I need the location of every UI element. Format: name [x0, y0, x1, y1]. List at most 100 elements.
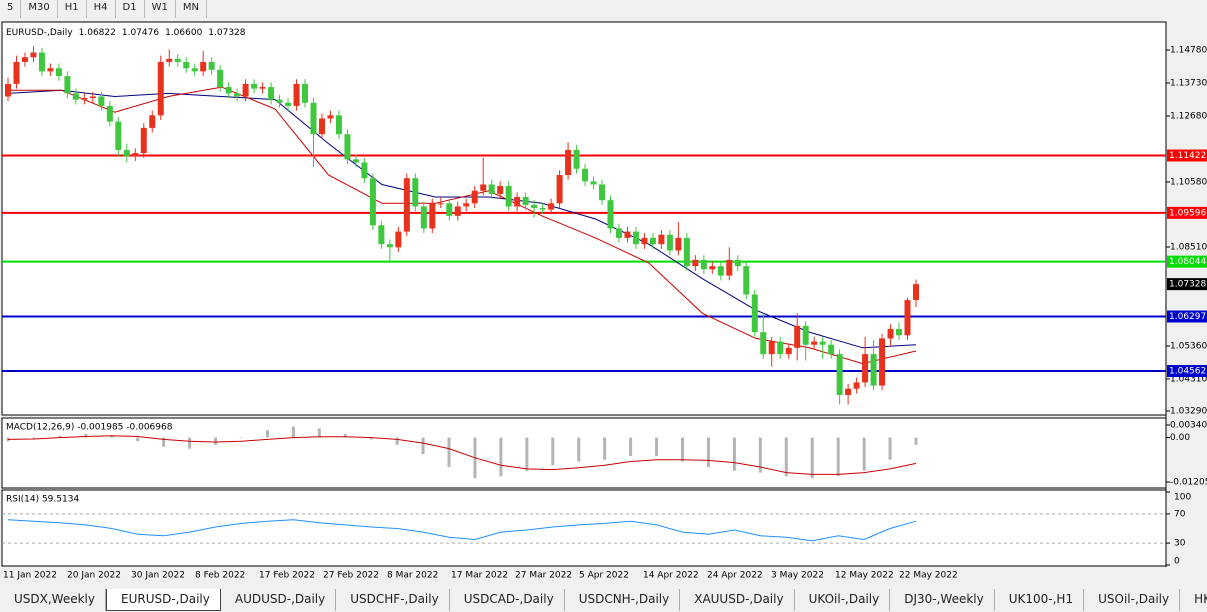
macd-bar — [551, 437, 555, 466]
macd-bar — [732, 437, 736, 471]
macd-bar — [421, 437, 425, 455]
level-price-box — [1167, 365, 1207, 378]
candle-body — [666, 234, 673, 251]
chart-tab[interactable]: AUDUSD-,Daily — [221, 589, 337, 611]
quote-value: 1.07476 — [122, 28, 159, 38]
candle-body — [904, 300, 911, 336]
level-price-box — [1167, 255, 1207, 268]
timeframe-button[interactable]: M30 — [21, 0, 58, 18]
chart-tab[interactable]: HK50-,I — [1180, 589, 1207, 611]
timeframe-button[interactable]: 5 — [0, 0, 22, 18]
chart-tab[interactable]: DJ30-,Weekly — [890, 589, 995, 611]
candle-body — [641, 237, 648, 245]
candle-body — [819, 341, 826, 345]
macd-bar — [343, 433, 347, 438]
candle-body — [802, 325, 809, 345]
candle-body — [132, 153, 139, 157]
candle-body — [302, 83, 309, 103]
candle-body — [590, 181, 597, 185]
macd-bar — [188, 437, 192, 449]
price-tick-label: 1.05360 — [1170, 341, 1207, 351]
date-label: 27 Mar 2022 — [515, 571, 572, 581]
candle-body — [285, 102, 292, 106]
candle-body — [327, 115, 334, 119]
candle-body — [13, 61, 20, 84]
candle-body — [488, 184, 495, 194]
macd-bar — [136, 437, 140, 442]
candle-body — [72, 93, 79, 100]
price-tick-label: 1.08510 — [1170, 242, 1207, 252]
rsi-panel — [1, 489, 1167, 567]
macd-bar — [395, 437, 399, 445]
chart-tab[interactable]: USDCHF-,Daily — [336, 589, 450, 611]
macd-label: MACD(12,26,9) -0.001985 -0.006968 — [6, 423, 173, 433]
candle-body — [717, 266, 724, 276]
level-price-label: 1.08044 — [1169, 257, 1206, 267]
candle-body — [471, 190, 478, 204]
rsi-tick-label: 30 — [1174, 539, 1186, 549]
date-label: 30 Jan 2022 — [131, 571, 185, 581]
chart-tab[interactable]: USDX,Weekly — [0, 589, 106, 611]
candle-body — [395, 231, 402, 248]
candle-body — [836, 354, 843, 395]
price-tick-label: 1.12680 — [1170, 111, 1207, 121]
level-price-box — [1167, 310, 1207, 323]
candle-body — [344, 134, 351, 160]
candle-body — [480, 184, 487, 191]
candle-body — [692, 259, 699, 267]
candle-body — [386, 244, 393, 248]
chart-header: EURUSD-,Daily 1.06822 1.07476 1.06600 1.0732… — [6, 28, 246, 38]
macd-bar — [317, 428, 321, 438]
candle-body — [794, 325, 801, 348]
macd-panel — [1, 417, 1167, 489]
chart-tab[interactable]: USOil-,Daily — [1084, 589, 1181, 611]
candle-body — [607, 200, 614, 229]
timeframe-button[interactable]: H4 — [87, 0, 116, 18]
rsi-tick-label: 70 — [1174, 509, 1186, 519]
candle-body — [683, 237, 690, 267]
candle-body — [98, 96, 105, 106]
symbol: EURUSD-,Daily — [6, 28, 73, 38]
chart-tab[interactable]: UKOil-,Daily — [795, 589, 891, 611]
candle-body — [862, 354, 869, 383]
candle-body — [615, 228, 622, 238]
candle-body — [89, 96, 96, 99]
date-label: 12 May 2022 — [835, 571, 894, 581]
macd-bar — [655, 437, 659, 456]
chart-tab[interactable]: EURUSD-,Daily — [106, 589, 221, 611]
candle-body — [879, 338, 886, 386]
candle-body — [157, 61, 164, 116]
candle-body — [828, 344, 835, 355]
candle-body — [106, 105, 113, 122]
level-price-label: 1.09596 — [1169, 208, 1206, 218]
chart-tab[interactable]: XAUUSD-,Daily — [680, 589, 795, 611]
macd-bar — [32, 437, 36, 440]
chart-tab[interactable]: USDCAD-,Daily — [450, 589, 565, 611]
timeframe-button[interactable]: W1 — [145, 0, 176, 18]
macd-bar — [784, 437, 788, 477]
chart-window: 1.14780 1.13730 1.12680 1.10580 1.08510 1.053… — [1, 21, 1207, 581]
candle-body — [115, 121, 122, 150]
chart-tab[interactable]: UK100-,H1 — [995, 589, 1085, 611]
timeframe-button[interactable]: MN — [176, 0, 207, 18]
macd-bar — [603, 437, 607, 460]
candle-body — [310, 102, 317, 135]
candle-body — [318, 118, 325, 135]
last-price-label: 1.07328 — [1169, 280, 1206, 290]
candle-body — [217, 69, 224, 88]
candle-body — [599, 184, 606, 201]
macd-bar — [888, 437, 892, 460]
candle-body — [293, 83, 300, 106]
macd-bar — [369, 437, 373, 440]
level-price-label: 1.11422 — [1169, 151, 1206, 161]
candle-body — [55, 68, 62, 77]
chart-tab[interactable]: USDCNH-,Daily — [565, 589, 681, 611]
timeframe-button[interactable]: D1 — [116, 0, 145, 18]
main-panel — [1, 21, 1167, 416]
candle-body — [420, 206, 427, 229]
timeframe-button[interactable]: H1 — [58, 0, 87, 18]
macd-bar — [836, 437, 840, 477]
macd-bar — [214, 437, 218, 445]
candle-body — [352, 159, 359, 163]
candle-body — [531, 204, 538, 209]
